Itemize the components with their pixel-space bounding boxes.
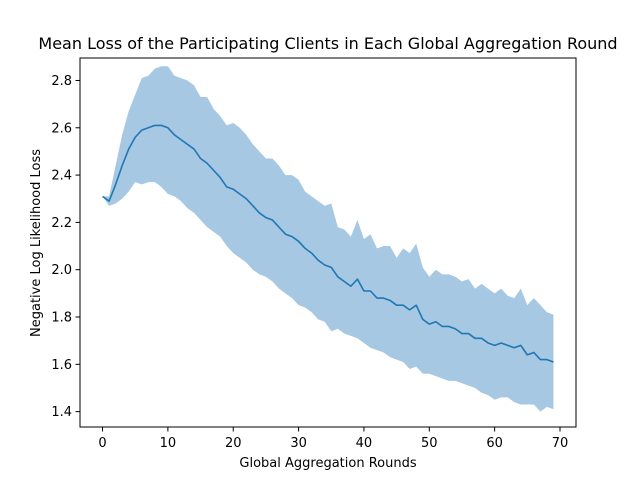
x-tick-label: 10: [160, 436, 177, 451]
x-axis: 0 10 20 30 40 50 60 70: [98, 427, 568, 451]
y-axis-label: Negative Log Likelihood Loss: [29, 149, 44, 337]
x-tick-label: 40: [356, 436, 373, 451]
chart-title: Mean Loss of the Participating Clients i…: [38, 34, 617, 53]
x-tick-label: 70: [552, 436, 569, 451]
y-tick-label: 1.4: [51, 405, 72, 420]
y-tick-label: 2.2: [51, 216, 72, 231]
y-tick-label: 1.8: [51, 311, 72, 326]
plot-area: [102, 66, 554, 412]
x-tick-label: 0: [98, 436, 106, 451]
x-axis-label: Global Aggregation Rounds: [239, 456, 416, 471]
x-tick-label: 50: [421, 436, 438, 451]
x-tick-label: 60: [486, 436, 503, 451]
y-axis: 1.4 1.6 1.8 2.0 2.2 2.4 2.6 2.8: [51, 74, 80, 420]
x-tick-label: 20: [225, 436, 242, 451]
y-tick-label: 2.0: [51, 263, 72, 278]
mean-loss-line: [102, 124, 554, 363]
axes-frame: [79, 57, 577, 428]
x-tick-label: 30: [290, 436, 307, 451]
y-tick-label: 1.6: [51, 358, 72, 373]
y-tick-label: 2.8: [51, 74, 72, 89]
y-tick-label: 2.6: [51, 121, 72, 136]
y-tick-label: 2.4: [51, 169, 72, 184]
